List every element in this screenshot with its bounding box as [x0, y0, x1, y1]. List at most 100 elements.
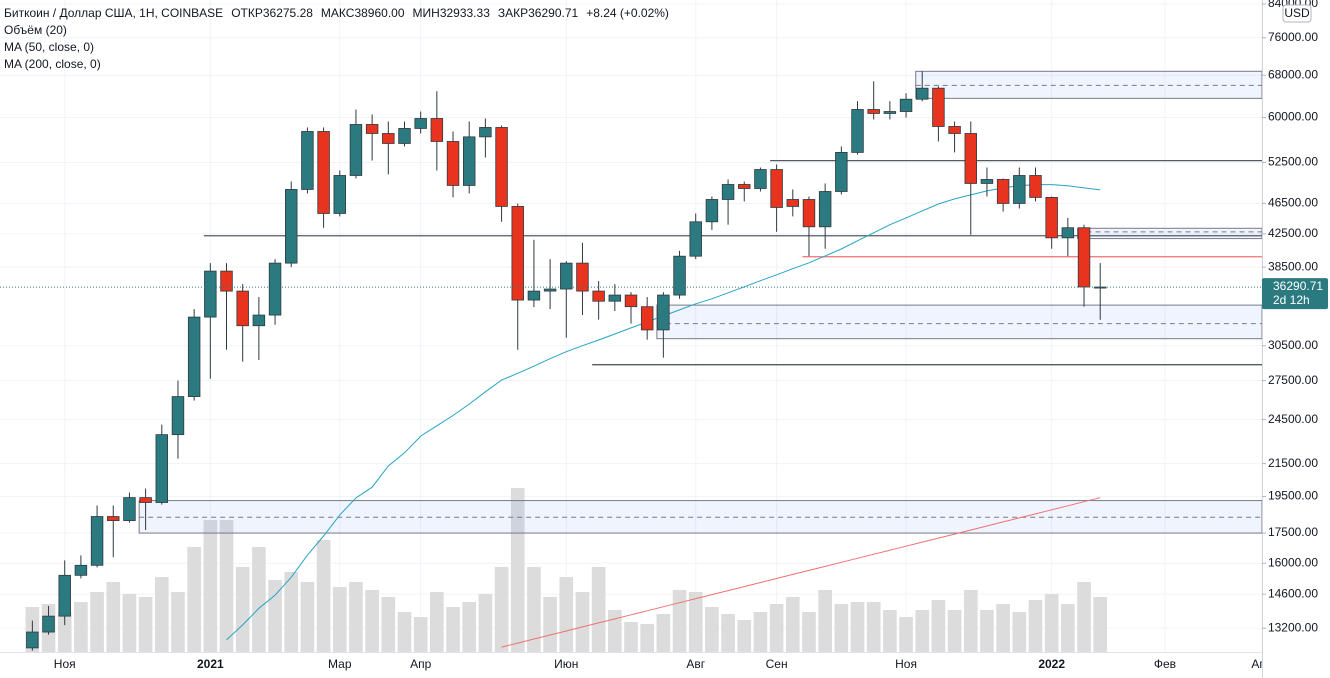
candle-body [1029, 175, 1042, 198]
candle-body [754, 169, 767, 189]
candle-body [705, 199, 719, 223]
x-tick-label: Сен [766, 657, 788, 671]
candle-body [980, 179, 994, 184]
candle-body [770, 169, 783, 208]
volume-bar [980, 610, 994, 652]
field-value: 38960.00 [354, 6, 404, 20]
volume-bar [446, 607, 460, 652]
legend-volume: Объём (20) [4, 23, 67, 37]
candle-body [899, 98, 913, 112]
volume-bar [252, 547, 266, 652]
currency: USD [1284, 6, 1310, 20]
candle-body [139, 497, 152, 503]
legend-entry: MA (50, close, 0) [4, 40, 94, 54]
y-tick-label: 52500.00 [1268, 155, 1318, 169]
y-tick-label: 19500.00 [1268, 489, 1318, 503]
volume-bar [510, 488, 525, 652]
ma-line [501, 497, 1101, 648]
x-tick-label: 2021 [197, 657, 224, 671]
volume-bar [785, 597, 800, 652]
candle-body [1045, 197, 1058, 239]
countdown: 2d 12h [1273, 293, 1310, 307]
x-tick-label: Ноя [54, 657, 76, 671]
volume-bar [883, 610, 897, 652]
legend-entry: MA (200, close, 0) [4, 57, 101, 71]
volume-bar [1077, 582, 1091, 652]
volume-bar [332, 587, 347, 652]
candle-body [333, 175, 346, 214]
volume-bar [219, 520, 234, 652]
volume-bar [818, 590, 832, 652]
candle-body [301, 131, 314, 190]
volume-bar [57, 612, 72, 652]
field-label: МИН [413, 6, 440, 20]
candle-body [948, 126, 961, 134]
y-tick-label: 60000.00 [1268, 110, 1318, 124]
candle-body [317, 131, 330, 214]
volume-bar [171, 592, 185, 652]
volume-bar [268, 580, 282, 652]
x-tick-label: Мар [328, 657, 352, 671]
y-tick-label: 16000.00 [1268, 555, 1318, 569]
volume-bar [656, 614, 671, 652]
zone [1077, 227, 1263, 240]
candle-body [252, 314, 266, 327]
field-label: ОТКР [231, 6, 263, 20]
field-value: 32933.33 [440, 6, 490, 20]
volume-bar [850, 602, 865, 652]
candle-body [738, 184, 751, 189]
volume-bar [575, 592, 590, 652]
candle-body [123, 497, 136, 521]
candle-body [802, 199, 816, 228]
last-price-tag [1262, 278, 1328, 310]
candle-body [916, 87, 929, 100]
volume-bar [413, 617, 428, 652]
volume-bar [769, 604, 784, 652]
x-tick-label: Авг [686, 657, 705, 671]
volume-bar [996, 604, 1010, 652]
x-tick-label: Июн [554, 657, 578, 671]
volume-bar [494, 567, 509, 652]
volume-bar [931, 600, 946, 652]
candle-body [220, 270, 233, 292]
candle-body [867, 109, 880, 114]
candle-body [543, 288, 557, 292]
candle-body [527, 290, 541, 301]
candle-body [90, 516, 104, 566]
volume-bar [866, 602, 881, 652]
candle-body [58, 574, 71, 617]
candle-body [673, 255, 686, 296]
x-tick-label: 2022 [1038, 657, 1065, 671]
y-tick-label: 76000.00 [1268, 30, 1318, 44]
zone [656, 304, 1263, 340]
candle-body [285, 189, 298, 264]
volume-bar [640, 624, 655, 652]
volume-bar [672, 590, 687, 652]
volume-bar [430, 592, 444, 652]
x-tick-label: Фев [1154, 657, 1176, 671]
candle-body [398, 128, 411, 144]
volume-bar [397, 612, 412, 652]
candle-body [640, 306, 654, 331]
candle-body [171, 396, 185, 436]
volume-bar [462, 602, 477, 652]
candle-body [479, 127, 492, 138]
candle-body [932, 87, 945, 127]
volume-bar [203, 520, 218, 652]
volume-bar [721, 614, 735, 652]
candle-body [446, 141, 460, 186]
y-tick-label: 46500.00 [1268, 196, 1318, 210]
last-price-label: 36290.71 [1273, 279, 1323, 293]
volume-bar [1093, 597, 1108, 652]
volume-bar [300, 582, 315, 652]
candle-body [657, 294, 670, 331]
candle-body [1061, 227, 1075, 239]
candle-body [592, 290, 605, 302]
currency-box [1282, 4, 1312, 23]
y-tick-label: 38500.00 [1268, 259, 1318, 273]
volume-bar [705, 607, 719, 652]
candle-body [1013, 175, 1026, 204]
volume-bar [381, 597, 396, 652]
candle-body [204, 270, 217, 318]
y-tick-label: 68000.00 [1268, 67, 1318, 81]
